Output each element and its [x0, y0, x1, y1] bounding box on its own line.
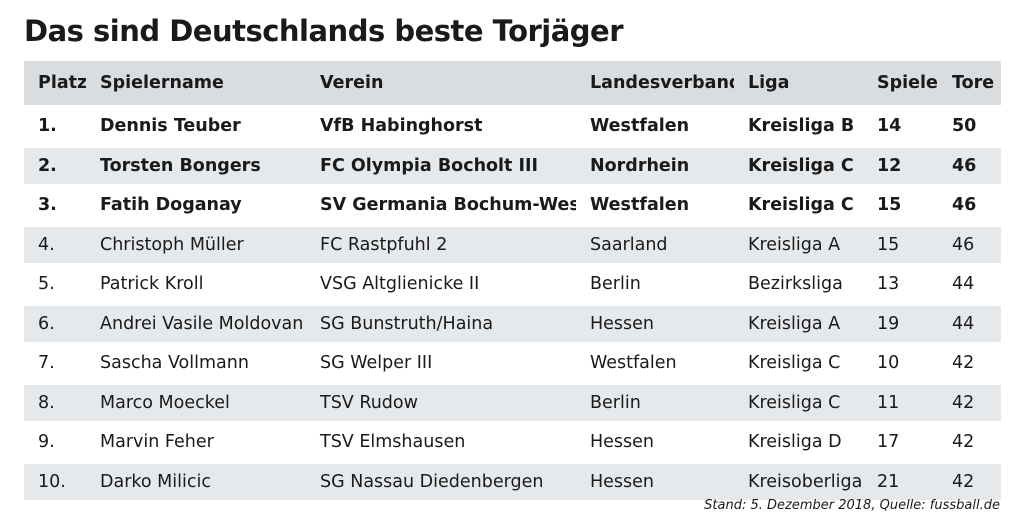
cell-spiele: 15 — [863, 187, 938, 227]
cell-verein: VSG Altglienicke II — [306, 266, 576, 306]
column-header-spielername: Spielername — [86, 61, 306, 108]
table-row: 2. Torsten Bongers FC Olympia Bocholt III N… — [24, 147, 1001, 187]
cell-spielername: Patrick Kroll — [86, 266, 306, 306]
cell-landesverband: Hessen — [576, 305, 734, 345]
cell-platz: 5. — [24, 266, 86, 306]
cell-spielername: Andrei Vasile Moldovan — [86, 305, 306, 345]
cell-liga: Kreisliga D — [734, 424, 863, 464]
cell-platz: 6. — [24, 305, 86, 345]
table-row: 7. Sascha Vollmann SG Welper III Westfalen K… — [24, 345, 1001, 385]
table-row: 9. Marvin Feher TSV Elmshausen Hessen Kreisl… — [24, 424, 1001, 464]
cell-landesverband: Westfalen — [576, 108, 734, 148]
column-header-liga: Liga — [734, 61, 863, 108]
table-row: 6. Andrei Vasile Moldovan SG Bunstruth/Hai… — [24, 305, 1001, 345]
cell-spielername: Christoph Müller — [86, 226, 306, 266]
cell-platz: 9. — [24, 424, 86, 464]
cell-tore: 42 — [938, 384, 1001, 424]
cell-spiele: 11 — [863, 384, 938, 424]
table-row: 10. Darko Milicic SG Nassau Diedenbergen He… — [24, 463, 1001, 500]
table-row: 1. Dennis Teuber VfB Habinghorst Westfalen K… — [24, 108, 1001, 148]
cell-tore: 44 — [938, 266, 1001, 306]
cell-spiele: 17 — [863, 424, 938, 464]
cell-landesverband: Saarland — [576, 226, 734, 266]
cell-spiele: 13 — [863, 266, 938, 306]
cell-tore: 50 — [938, 108, 1001, 148]
page-title: Das sind Deutschlands beste Torjäger — [24, 14, 624, 48]
column-header-spiele: Spiele — [863, 61, 938, 108]
scorer-table: Platz Spielername Verein Landesverband L… — [24, 61, 1001, 500]
cell-spielername: Darko Milicic — [86, 463, 306, 500]
column-header-platz: Platz — [24, 61, 86, 108]
column-header-tore: Tore — [938, 61, 1001, 108]
table-header-row: Platz Spielername Verein Landesverband L… — [24, 61, 1001, 108]
table-body: 1. Dennis Teuber VfB Habinghorst Westfalen K… — [24, 108, 1001, 500]
cell-spielername: Dennis Teuber — [86, 108, 306, 148]
cell-platz: 4. — [24, 226, 86, 266]
cell-verein: SG Nassau Diedenbergen — [306, 463, 576, 500]
cell-landesverband: Berlin — [576, 266, 734, 306]
cell-liga: Kreisliga A — [734, 226, 863, 266]
cell-platz: 3. — [24, 187, 86, 227]
cell-liga: Kreisoberliga — [734, 463, 863, 500]
table-row: 4. Christoph Müller FC Rastpfuhl 2 Saarland… — [24, 226, 1001, 266]
cell-verein: TSV Rudow — [306, 384, 576, 424]
cell-spielername: Torsten Bongers — [86, 147, 306, 187]
cell-tore: 46 — [938, 147, 1001, 187]
cell-landesverband: Hessen — [576, 463, 734, 500]
column-header-landesverband: Landesverband — [576, 61, 734, 108]
cell-spiele: 14 — [863, 108, 938, 148]
source-note: Stand: 5. Dezember 2018, Quelle: fussbal… — [704, 498, 1000, 513]
cell-spielername: Marvin Feher — [86, 424, 306, 464]
table-row: 8. Marco Moeckel TSV Rudow Berlin Kreisliga … — [24, 384, 1001, 424]
cell-tore: 42 — [938, 463, 1001, 500]
table-row: 5. Patrick Kroll VSG Altglienicke II Berlin… — [24, 266, 1001, 306]
cell-liga: Kreisliga A — [734, 305, 863, 345]
cell-platz: 8. — [24, 384, 86, 424]
cell-tore: 42 — [938, 424, 1001, 464]
cell-verein: SG Welper III — [306, 345, 576, 385]
cell-spiele: 12 — [863, 147, 938, 187]
column-header-verein: Verein — [306, 61, 576, 108]
cell-landesverband: Berlin — [576, 384, 734, 424]
cell-spiele: 10 — [863, 345, 938, 385]
cell-landesverband: Westfalen — [576, 345, 734, 385]
cell-liga: Kreisliga B — [734, 108, 863, 148]
cell-tore: 42 — [938, 345, 1001, 385]
cell-spiele: 21 — [863, 463, 938, 500]
cell-tore: 44 — [938, 305, 1001, 345]
cell-liga: Kreisliga C — [734, 187, 863, 227]
cell-liga: Kreisliga C — [734, 384, 863, 424]
cell-tore: 46 — [938, 226, 1001, 266]
cell-spielername: Marco Moeckel — [86, 384, 306, 424]
cell-tore: 46 — [938, 187, 1001, 227]
cell-spielername: Sascha Vollmann — [86, 345, 306, 385]
cell-platz: 1. — [24, 108, 86, 148]
cell-verein: TSV Elmshausen — [306, 424, 576, 464]
cell-platz: 2. — [24, 147, 86, 187]
cell-verein: FC Olympia Bocholt III — [306, 147, 576, 187]
cell-verein: VfB Habinghorst — [306, 108, 576, 148]
cell-landesverband: Nordrhein — [576, 147, 734, 187]
cell-verein: SG Bunstruth/Haina — [306, 305, 576, 345]
cell-verein: SV Germania Bochum-West II — [306, 187, 576, 227]
cell-liga: Bezirksliga — [734, 266, 863, 306]
cell-verein: FC Rastpfuhl 2 — [306, 226, 576, 266]
cell-liga: Kreisliga C — [734, 345, 863, 385]
cell-landesverband: Hessen — [576, 424, 734, 464]
cell-platz: 10. — [24, 463, 86, 500]
cell-platz: 7. — [24, 345, 86, 385]
cell-spiele: 15 — [863, 226, 938, 266]
cell-landesverband: Westfalen — [576, 187, 734, 227]
cell-spiele: 19 — [863, 305, 938, 345]
cell-liga: Kreisliga C — [734, 147, 863, 187]
cell-spielername: Fatih Doganay — [86, 187, 306, 227]
